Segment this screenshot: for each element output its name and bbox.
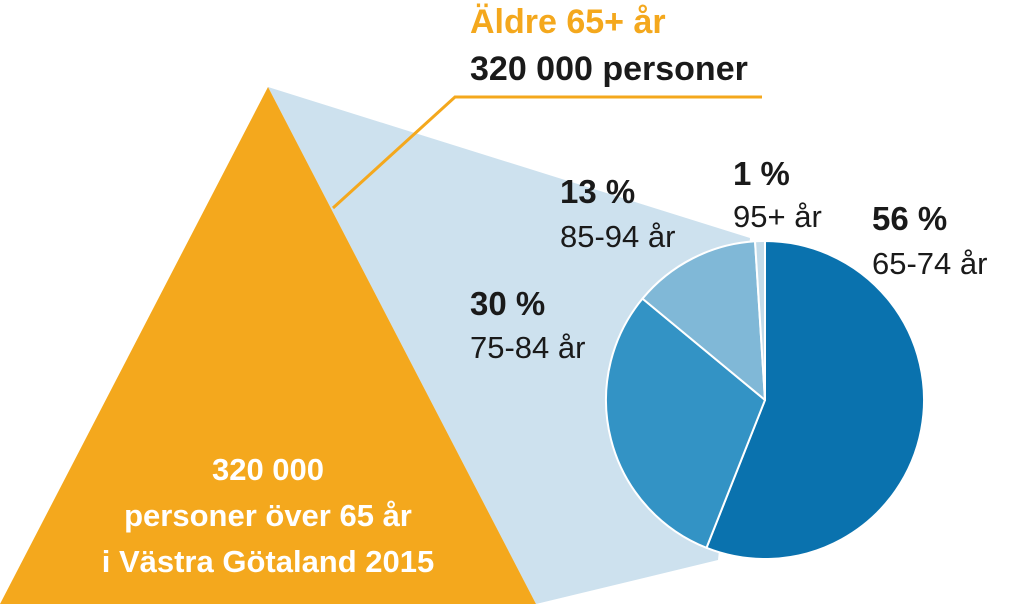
pyramid-line-1: 320 000 [212, 452, 324, 487]
header-subtitle: 320 000 personer [470, 50, 748, 88]
population-pyramid [0, 87, 536, 604]
pct-label-65-74: 56 % [872, 200, 947, 237]
header-title: Äldre 65+ år [470, 3, 666, 41]
pyramid-line-3: i Västra Götaland 2015 [102, 544, 435, 579]
pct-label-85-94: 13 % [560, 173, 635, 210]
age-label-75-84: 75-84 år [470, 330, 585, 365]
pie-chart [605, 239, 926, 560]
pie-slice-85-94 [641, 240, 766, 401]
age-label-95-plus: 95+ år [733, 199, 822, 234]
pyramid-line-2: personer över 65 år [124, 498, 412, 533]
callout-line [331, 95, 762, 210]
age-label-85-94: 85-94 år [560, 219, 675, 254]
age-label-65-74: 65-74 år [872, 246, 987, 281]
pct-label-75-84: 30 % [470, 285, 545, 322]
pie-slice-95-plus [754, 239, 766, 401]
pct-label-95-plus: 1 % [733, 155, 790, 192]
pie-slice-65-74 [705, 240, 926, 560]
pie-slice-75-84 [605, 297, 766, 549]
